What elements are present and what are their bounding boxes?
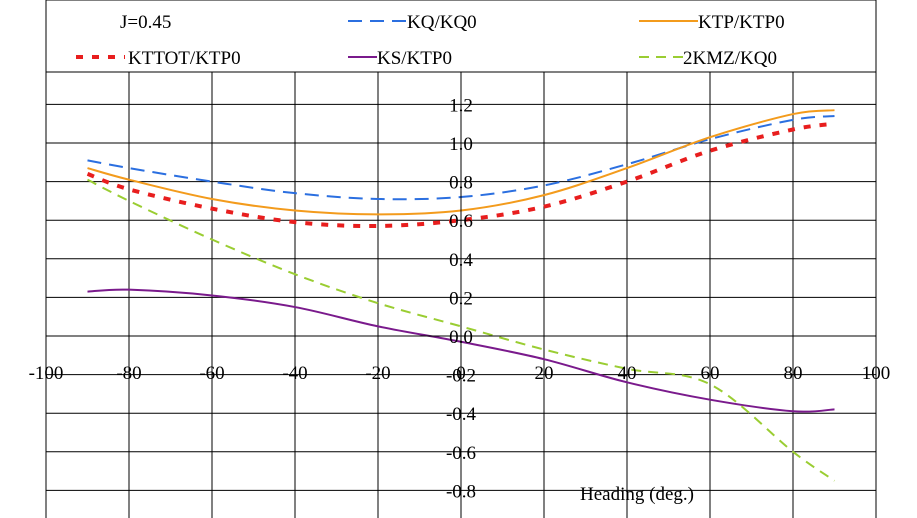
x-tick-label: -20	[365, 363, 390, 384]
y-tick-label: 1.0	[449, 134, 473, 155]
y-tick-label: -0.2	[446, 366, 476, 387]
y-tick-label: -0.8	[446, 481, 476, 502]
y-tick-label: 1.2	[449, 95, 473, 116]
tick-labels: -100-80-60-40-20020406080100-1.0-0.8-0.6…	[29, 95, 891, 502]
y-tick-label: -0.4	[446, 404, 477, 425]
x-tick-label: 0	[456, 363, 466, 384]
legend-label-4: 2KMZ/KQ0	[683, 48, 777, 69]
x-tick-label: -40	[282, 363, 307, 384]
y-tick-label: 0.2	[449, 288, 473, 309]
y-tick-label: 0.0	[449, 327, 473, 348]
series-line-2	[86, 121, 835, 229]
y-tick-label: 0.6	[449, 211, 473, 232]
x-tick-label: 100	[862, 363, 891, 384]
y-tick-label: -0.6	[446, 443, 476, 464]
x-tick-label: 40	[618, 363, 637, 384]
x-tick-label: 60	[701, 363, 720, 384]
y-tick-label: 0.8	[449, 173, 473, 194]
x-tick-label: -80	[116, 363, 141, 384]
x-tick-label: 80	[784, 363, 803, 384]
x-tick-label: -100	[29, 363, 64, 384]
x-tick-label: 20	[535, 363, 554, 384]
axes	[46, 0, 876, 518]
legend-label-1: KTP/KTP0	[698, 12, 785, 33]
legend-label-0: KQ/KQ0	[407, 12, 477, 33]
legend-label-2: KTTOT/KTP0	[128, 48, 241, 69]
legend-label-3: KS/KTP0	[377, 48, 452, 69]
series-line-4	[87, 178, 836, 482]
x-axis-label: Heading (deg.)	[580, 484, 694, 505]
legend: J=0.45 KQ/KQ0 KTP/KTP0 KTTOT/KTP0 KS/KTP0 2K…	[45, 0, 877, 73]
y-tick-label: 0.4	[449, 250, 473, 271]
legend-annotation: J=0.45	[120, 12, 171, 33]
legend-box	[45, 0, 877, 73]
x-tick-label: -60	[199, 363, 224, 384]
